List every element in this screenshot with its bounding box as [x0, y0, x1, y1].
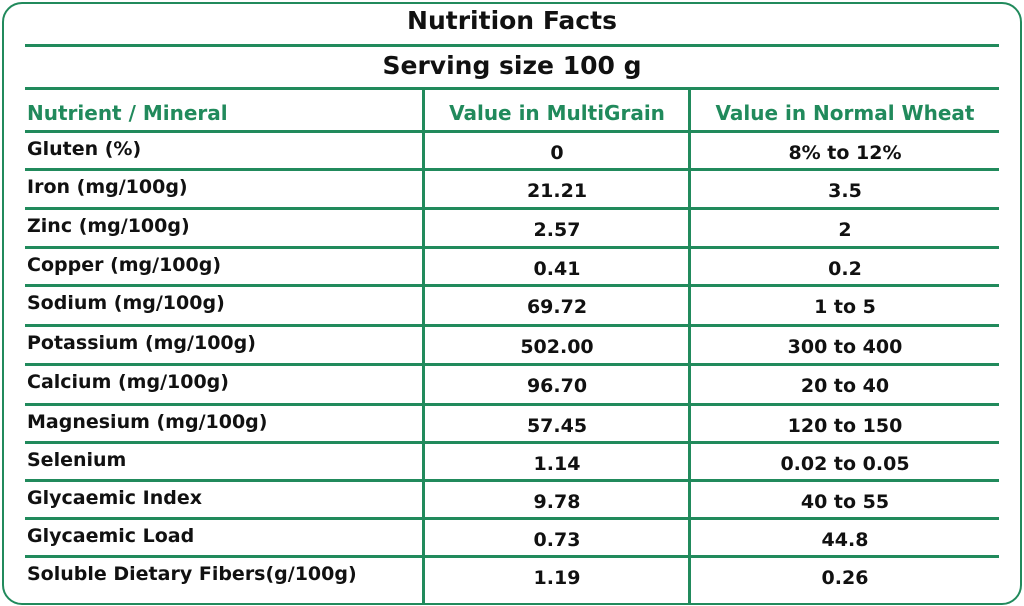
multigrain-value: 0.41: [533, 258, 581, 280]
multigrain-value: 502.00: [520, 336, 594, 358]
row-divider: [25, 324, 999, 327]
multigrain-value: 9.78: [533, 491, 581, 513]
serving-size: Serving size 100 g: [382, 51, 642, 80]
nutrient-name: Calcium (mg/100g): [27, 371, 229, 393]
nutrient-name: Iron (mg/100g): [27, 176, 188, 198]
row-divider: [25, 363, 999, 366]
normal-wheat-value: 0.02 to 0.05: [780, 453, 910, 475]
normal-wheat-value: 0.2: [828, 258, 862, 280]
nutrient-name: Copper (mg/100g): [27, 254, 222, 276]
column-header-nutrient: Nutrient / Mineral: [27, 101, 228, 125]
nutrient-name: Gluten (%): [27, 138, 142, 160]
nutrient-name: Selenium: [27, 449, 127, 471]
row-divider: [25, 517, 999, 520]
nutrient-name: Soluble Dietary Fibers(g/100g): [27, 563, 357, 585]
nutrient-name: Zinc (mg/100g): [27, 215, 190, 237]
nutrient-name: Glycaemic Index: [27, 487, 202, 509]
row-divider: [25, 130, 999, 133]
column-divider: [688, 89, 691, 603]
multigrain-value: 69.72: [526, 296, 588, 318]
divider: [25, 44, 999, 47]
row-divider: [25, 284, 999, 287]
divider: [25, 87, 999, 90]
multigrain-value: 57.45: [526, 415, 588, 437]
nutrient-name: Magnesium (mg/100g): [27, 411, 268, 433]
normal-wheat-value: 3.5: [828, 180, 862, 202]
column-header-normal-wheat: Value in Normal Wheat: [715, 101, 975, 125]
row-divider: [25, 479, 999, 482]
normal-wheat-value: 120 to 150: [787, 415, 903, 437]
row-divider: [25, 555, 999, 558]
multigrain-value: 21.21: [526, 180, 588, 202]
nutrient-name: Potassium (mg/100g): [27, 332, 256, 354]
normal-wheat-value: 44.8: [821, 529, 869, 551]
normal-wheat-value: 40 to 55: [800, 491, 890, 513]
multigrain-value: 0.73: [533, 529, 581, 551]
normal-wheat-value: 8% to 12%: [788, 142, 902, 164]
normal-wheat-value: 300 to 400: [787, 336, 903, 358]
nutrient-name: Sodium (mg/100g): [27, 292, 225, 314]
normal-wheat-value: 20 to 40: [800, 375, 890, 397]
row-divider: [25, 441, 999, 444]
multigrain-value: 1.14: [533, 453, 581, 475]
column-divider: [422, 89, 425, 603]
multigrain-value: 0: [550, 142, 564, 164]
multigrain-value: 96.70: [526, 375, 588, 397]
table-title: Nutrition Facts: [407, 6, 617, 35]
normal-wheat-value: 0.26: [821, 567, 869, 589]
column-header-multigrain: Value in MultiGrain: [449, 101, 665, 125]
row-divider: [25, 168, 999, 171]
row-divider: [25, 403, 999, 406]
row-divider: [25, 246, 999, 249]
multigrain-value: 2.57: [533, 219, 581, 241]
normal-wheat-value: 2: [838, 219, 852, 241]
multigrain-value: 1.19: [533, 567, 581, 589]
normal-wheat-value: 1 to 5: [814, 296, 876, 318]
nutrient-name: Glycaemic Load: [27, 525, 195, 547]
row-divider: [25, 207, 999, 210]
